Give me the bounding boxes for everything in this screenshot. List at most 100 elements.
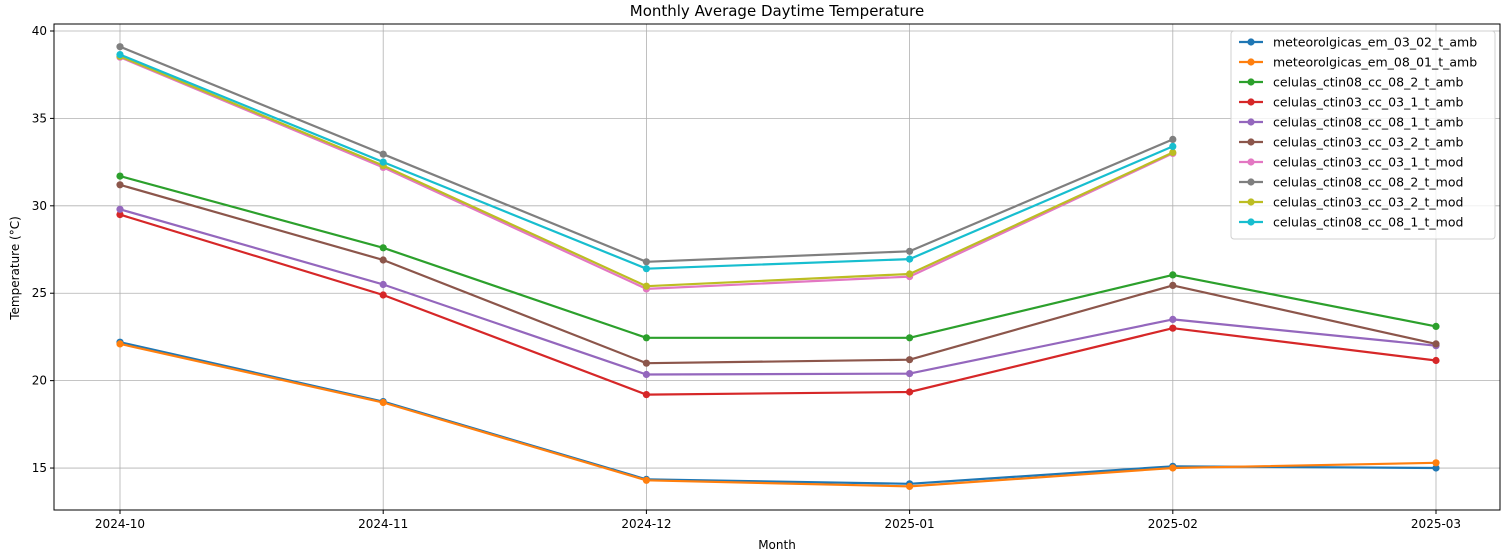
data-point — [906, 247, 914, 255]
data-point — [906, 356, 914, 364]
data-point — [642, 391, 651, 399]
data-point — [1169, 142, 1177, 150]
legend-swatch-marker — [1247, 138, 1255, 146]
data-point — [642, 359, 651, 367]
legend-box — [1230, 30, 1496, 240]
legend-label: celulas_ctin08_cc_08_2_t_amb — [1273, 75, 1464, 90]
legend-swatch-marker — [1247, 218, 1255, 226]
data-point — [1432, 356, 1440, 365]
legend-item: meteorolgicas_em_08_01_t_amb — [1239, 55, 1477, 70]
x-tick-label: 2024-11 — [358, 517, 408, 531]
y-tick-label: 20 — [32, 374, 47, 388]
legend-swatch-marker — [1247, 98, 1255, 106]
data-point — [116, 51, 124, 59]
series-2 — [116, 340, 1440, 490]
data-point — [642, 265, 651, 273]
legend-item: meteorolgicas_em_03_02_t_amb — [1239, 35, 1477, 50]
data-point — [379, 150, 387, 158]
legend-swatch-marker — [1247, 118, 1255, 126]
y-tick-label: 40 — [32, 24, 47, 38]
plot-frame — [53, 23, 1501, 511]
data-point — [1169, 135, 1177, 143]
legend-label: celulas_ctin08_cc_08_1_t_mod — [1273, 215, 1463, 230]
x-tick-label: 2025-01 — [885, 517, 935, 531]
y-tick-label: 35 — [32, 111, 47, 125]
data-point — [116, 181, 124, 189]
legend-swatch-marker — [1247, 78, 1255, 86]
x-tick-label: 2024-10 — [95, 517, 145, 531]
data-point — [1169, 148, 1177, 157]
data-point — [1169, 324, 1177, 332]
data-point — [379, 158, 387, 166]
data-point — [906, 370, 914, 378]
series-4 — [116, 211, 1440, 399]
data-point — [906, 255, 914, 263]
x-tick-label: 2025-02 — [1148, 517, 1198, 531]
chart-title: Monthly Average Daytime Temperature — [630, 2, 925, 20]
data-point — [642, 476, 651, 484]
data-point — [1432, 459, 1440, 467]
data-point — [906, 334, 914, 342]
legend-swatch-marker — [1247, 198, 1255, 206]
legend-label: celulas_ctin08_cc_08_1_t_amb — [1273, 115, 1464, 130]
legend: meteorolgicas_em_03_02_t_amb meteorolgica… — [1230, 30, 1496, 240]
data-point — [642, 258, 651, 266]
y-axis-label: Temperature (°C) — [8, 216, 22, 321]
series-line — [119, 183, 1437, 365]
series-10 — [116, 51, 1177, 273]
series-layer — [116, 43, 1440, 490]
data-point — [1432, 322, 1440, 330]
legend-swatch-marker — [1247, 58, 1255, 66]
legend-item: celulas_ctin08_cc_08_1_t_mod — [1239, 215, 1463, 230]
legend-swatch-marker — [1247, 38, 1255, 46]
data-point — [1169, 281, 1177, 289]
data-point — [906, 388, 914, 396]
axes: 2024-10 2024-11 2024-12 2025-01 2025-02 2025-… — [32, 24, 1461, 531]
legend-item: celulas_ctin03_cc_03_1_t_mod — [1239, 155, 1463, 170]
x-tick-label: 2024-12 — [621, 517, 671, 531]
legend-label: celulas_ctin03_cc_03_1_t_mod — [1273, 155, 1463, 170]
legend-item: celulas_ctin08_cc_08_2_t_mod — [1239, 175, 1463, 190]
data-point — [379, 291, 387, 299]
series-line — [119, 175, 1437, 339]
legend-swatch-marker — [1247, 178, 1255, 186]
data-point — [379, 256, 387, 264]
data-point — [642, 334, 651, 342]
data-point — [116, 340, 124, 348]
series-3 — [116, 172, 1440, 342]
series-8 — [116, 43, 1177, 266]
legend-label: celulas_ctin03_cc_03_1_t_amb — [1273, 95, 1464, 110]
data-point — [1432, 340, 1440, 348]
legend-label: celulas_ctin03_cc_03_2_t_amb — [1273, 135, 1464, 150]
legend-label: meteorolgicas_em_03_02_t_amb — [1273, 35, 1477, 50]
data-point — [379, 280, 387, 289]
data-point — [906, 270, 914, 278]
data-point — [642, 370, 651, 379]
series-6 — [116, 181, 1440, 367]
legend-item: celulas_ctin08_cc_08_1_t_amb — [1239, 115, 1464, 130]
x-tick-label: 2025-03 — [1411, 517, 1461, 531]
series-line — [119, 213, 1437, 396]
data-point — [1432, 464, 1440, 472]
y-tick-label: 15 — [32, 461, 47, 475]
series-5 — [116, 205, 1440, 379]
legend-label: meteorolgicas_em_08_01_t_amb — [1273, 55, 1477, 70]
series-line — [119, 341, 1437, 485]
x-axis-label: Month — [758, 538, 796, 552]
y-tick-label: 25 — [32, 286, 47, 300]
data-point — [379, 398, 387, 407]
data-point — [906, 482, 914, 490]
legend-label: celulas_ctin08_cc_08_2_t_mod — [1273, 175, 1463, 190]
data-point — [116, 43, 124, 51]
data-point — [642, 282, 651, 290]
data-point — [1169, 315, 1177, 323]
series-line — [119, 208, 1437, 376]
series-line — [119, 342, 1437, 488]
data-point — [1169, 271, 1177, 279]
legend-item: celulas_ctin08_cc_08_2_t_amb — [1239, 75, 1464, 90]
legend-item: celulas_ctin03_cc_03_2_t_amb — [1239, 135, 1464, 150]
data-point — [116, 172, 124, 180]
y-tick-label: 30 — [32, 199, 47, 213]
